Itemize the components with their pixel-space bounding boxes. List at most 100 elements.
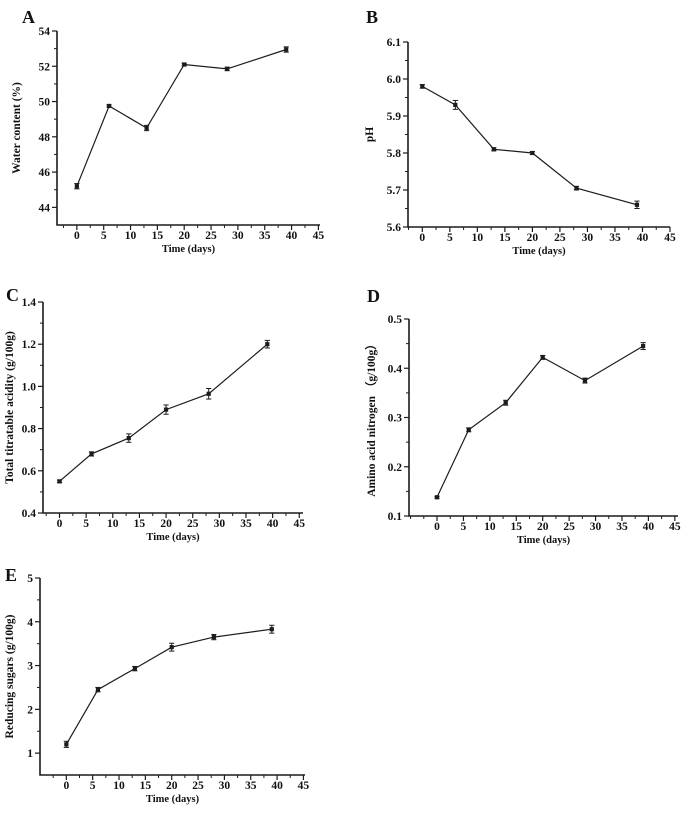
y-tick-label: 3 (27, 661, 33, 673)
data-point-marker (106, 103, 112, 109)
x-tick-label: 15 (152, 230, 164, 242)
data-line (76, 48, 287, 187)
x-tick-label: 20 (527, 232, 539, 244)
data-point-marker (132, 666, 137, 671)
x-tick-label: 35 (609, 232, 621, 244)
y-tick-label: 0.2 (388, 462, 403, 474)
data-point-marker (634, 202, 640, 207)
y-tick-label: 0.1 (388, 511, 403, 523)
data-point-marker (491, 147, 496, 152)
x-tick-label: 45 (669, 521, 681, 533)
x-tick-label: 45 (294, 518, 306, 530)
x-tick-label: 5 (447, 232, 453, 244)
x-tick-label: 35 (245, 780, 257, 792)
data-point-marker (265, 342, 270, 347)
y-axis-title: Reducing sugars (g/100g) (4, 614, 16, 738)
data-point-marker (540, 355, 545, 360)
data-point-marker (225, 66, 230, 72)
x-tick-label: 40 (286, 230, 298, 242)
y-tick-label: 48 (39, 132, 51, 144)
panel-C: 0 5 10 15 20 25 30 35 40 45 0.4 0.6 0.8 1.0 1.2 1.4C Tim… (4, 285, 305, 543)
x-tick-label: 40 (271, 780, 283, 792)
data-point-marker (74, 184, 79, 189)
x-tick-label: 5 (83, 518, 89, 530)
x-tick-label: 30 (582, 232, 594, 244)
data-point-marker (206, 391, 211, 396)
axis-spines (407, 42, 670, 228)
y-tick-label: 0.3 (388, 413, 403, 425)
data-point-marker (182, 62, 187, 67)
panel-A: 0 5 10 15 20 25 30 35 40 45 44 46 48 50 52 54 A Time (day… (11, 7, 324, 255)
y-tick-label: 1.0 (22, 381, 37, 393)
y-axis-title: Amino acid nitrogen （g/100g） (364, 338, 378, 497)
x-tick-label: 5 (90, 780, 96, 792)
y-tick-label: 5 (27, 573, 33, 585)
y-tick-label: 54 (39, 26, 51, 38)
panel-letter: A (22, 7, 35, 27)
data-point-marker (169, 645, 174, 650)
y-tick-label: 5.6 (387, 222, 402, 234)
data-line (436, 345, 644, 498)
x-tick-label: 20 (160, 518, 172, 530)
data-line (422, 85, 638, 206)
x-tick-label: 5 (461, 521, 467, 533)
x-tick-label: 25 (192, 780, 204, 792)
x-tick-label: 5 (101, 230, 107, 242)
x-tick-label: 10 (484, 521, 496, 533)
x-tick-label: 20 (178, 230, 190, 242)
y-tick-label: 6.0 (387, 74, 402, 86)
x-tick-label: 30 (214, 518, 226, 530)
x-tick-label: 20 (537, 521, 549, 533)
y-tick-label: 46 (39, 167, 51, 179)
x-tick-label: 40 (643, 521, 655, 533)
x-tick-label: 0 (63, 780, 69, 792)
x-tick-label: 25 (554, 232, 566, 244)
y-tick-label: 1.4 (22, 297, 37, 309)
x-tick-label: 0 (419, 232, 425, 244)
x-tick-label: 35 (259, 230, 271, 242)
data-point-marker (95, 687, 101, 692)
x-tick-label: 40 (637, 232, 649, 244)
data-point-marker (89, 451, 94, 457)
y-tick-label: 44 (39, 202, 51, 214)
data-line (65, 628, 272, 745)
panel-B: 0 5 10 15 20 25 30 35 40 45 5.6 5.7 5.8 5.9 6.0 6.1 B Tim… (364, 7, 676, 257)
x-tick-label: 15 (134, 518, 146, 530)
y-tick-label: 5.9 (387, 111, 402, 123)
panel-letter: E (5, 565, 17, 585)
data-point-marker (211, 635, 216, 640)
y-tick-label: 6.1 (387, 37, 402, 49)
y-tick-label: 5.8 (387, 148, 402, 160)
data-line (59, 343, 268, 482)
y-tick-label: 4 (27, 617, 33, 629)
data-point-marker (503, 400, 508, 405)
x-tick-label: 40 (267, 518, 279, 530)
x-tick-label: 10 (472, 232, 484, 244)
x-tick-label: 25 (205, 230, 217, 242)
x-tick-label: 30 (219, 780, 231, 792)
data-point-marker (57, 479, 62, 484)
data-point-marker (641, 343, 646, 349)
data-point-marker (126, 435, 131, 441)
data-point-marker (530, 150, 535, 156)
y-tick-label: 50 (39, 97, 51, 109)
x-tick-label: 0 (74, 230, 80, 242)
x-axis-title: Time (days) (162, 244, 216, 255)
x-tick-label: 0 (434, 521, 440, 533)
x-axis-title: Time (days) (517, 535, 571, 546)
x-tick-label: 15 (140, 780, 152, 792)
x-tick-label: 0 (57, 518, 63, 530)
y-tick-label: 52 (39, 61, 51, 73)
x-tick-label: 25 (563, 521, 575, 533)
panel-D: 0 5 10 15 20 25 30 35 40 45 0.1 0.2 0.3 0.4 0.5 D Time (… (364, 286, 681, 546)
y-tick-label: 0.6 (22, 466, 37, 478)
data-point-marker (420, 84, 425, 89)
x-tick-label: 10 (107, 518, 119, 530)
x-tick-label: 25 (187, 518, 199, 530)
x-tick-label: 20 (166, 780, 178, 792)
x-tick-label: 35 (240, 518, 252, 530)
y-axis-title: Total titratable acidity (g/100g) (4, 331, 16, 484)
